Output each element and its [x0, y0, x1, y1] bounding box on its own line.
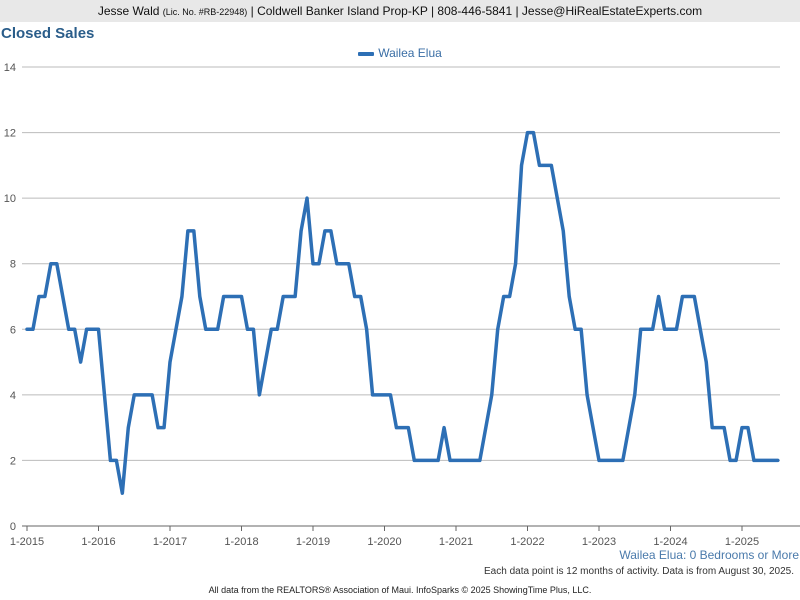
agent-contact-info: | Coldwell Banker Island Prop-KP | 808-4… — [250, 4, 703, 18]
y-tick-label: 8 — [10, 259, 16, 271]
legend-label: Wailea Elua — [378, 46, 442, 60]
x-tick-label: 1-2020 — [367, 536, 401, 548]
license-number: (Lic. No. #RB-22948) — [162, 7, 248, 17]
x-tick-label: 1-2018 — [224, 536, 258, 548]
chart-subtitle: Wailea Elua: 0 Bedrooms or More — [619, 548, 799, 562]
y-tick-label: 6 — [10, 324, 16, 336]
legend-swatch — [358, 51, 375, 56]
data-note: Each data point is 12 months of activity… — [484, 566, 794, 577]
agent-name: Jesse Wald — [97, 4, 160, 18]
y-tick-label: 14 — [4, 62, 16, 74]
y-tick-label: 4 — [10, 390, 16, 402]
y-tick-label: 12 — [4, 128, 16, 140]
x-tick-label: 1-2016 — [81, 536, 115, 548]
x-tick-label: 1-2017 — [153, 536, 187, 548]
x-tick-label: 1-2024 — [653, 536, 687, 548]
chart-title: Closed Sales — [1, 25, 95, 42]
y-tick-label: 10 — [4, 193, 16, 205]
legend[interactable]: Wailea Elua — [0, 46, 800, 60]
series-line — [25, 130, 780, 495]
agent-header-bar: Jesse Wald (Lic. No. #RB-22948) | Coldwe… — [0, 0, 800, 22]
x-tick-label: 1-2025 — [725, 536, 759, 548]
footer-credit: All data from the REALTORS® Association … — [208, 585, 592, 595]
x-tick-label: 1-2023 — [582, 536, 616, 548]
x-tick-label: 1-2022 — [510, 536, 544, 548]
y-tick-label: 2 — [10, 455, 16, 467]
x-tick-label: 1-2019 — [296, 536, 330, 548]
x-tick-label: 1-2015 — [10, 536, 44, 548]
y-tick-label: 0 — [10, 521, 16, 533]
x-tick-label: 1-2021 — [439, 536, 473, 548]
